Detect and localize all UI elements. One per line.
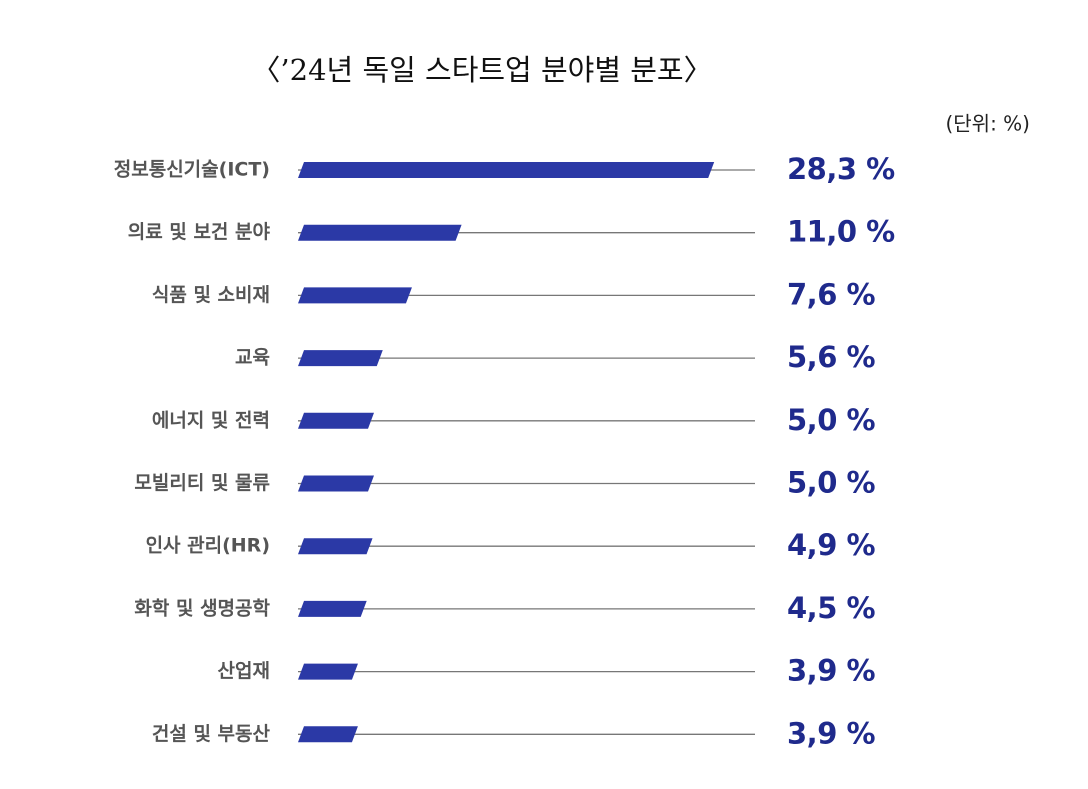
value-label: 3,9 %: [787, 716, 875, 750]
category-label: 건설 및 부동산: [152, 723, 271, 745]
value-label: 3,9 %: [787, 654, 875, 688]
value-label: 4,5 %: [787, 591, 875, 625]
chart-title: 〈’24년 독일 스타트업 분야별 분포〉: [251, 53, 712, 87]
value-label: 7,6 %: [787, 277, 875, 311]
bar: [298, 663, 358, 680]
category-label: 에너지 및 전력: [152, 409, 270, 431]
bar: [298, 287, 412, 304]
category-label: 모빌리티 및 물류: [134, 472, 270, 494]
category-label: 화학 및 생명공학: [134, 597, 270, 619]
bar: [298, 475, 374, 492]
value-label: 4,9 %: [787, 528, 875, 562]
bar: [298, 224, 462, 241]
value-label: 28,3 %: [787, 152, 895, 186]
category-label: 교육: [235, 347, 270, 369]
category-label: 인사 관리(HR): [146, 535, 270, 557]
bar: [298, 350, 383, 367]
bar: [298, 412, 374, 429]
category-label: 정보통신기술(ICT): [114, 159, 270, 181]
bar: [298, 162, 715, 178]
unit-label: (단위: %): [945, 112, 1030, 136]
category-label: 의료 및 보건 분야: [128, 221, 271, 243]
category-label: 산업재: [218, 660, 270, 682]
value-label: 5,0 %: [787, 466, 875, 500]
category-label: 식품 및 소비재: [152, 284, 270, 306]
value-label: 11,0 %: [787, 215, 895, 249]
value-label: 5,6 %: [787, 340, 875, 374]
value-label: 5,0 %: [787, 403, 875, 437]
bar: [298, 600, 367, 617]
bar: [298, 538, 373, 555]
bar: [298, 726, 358, 743]
